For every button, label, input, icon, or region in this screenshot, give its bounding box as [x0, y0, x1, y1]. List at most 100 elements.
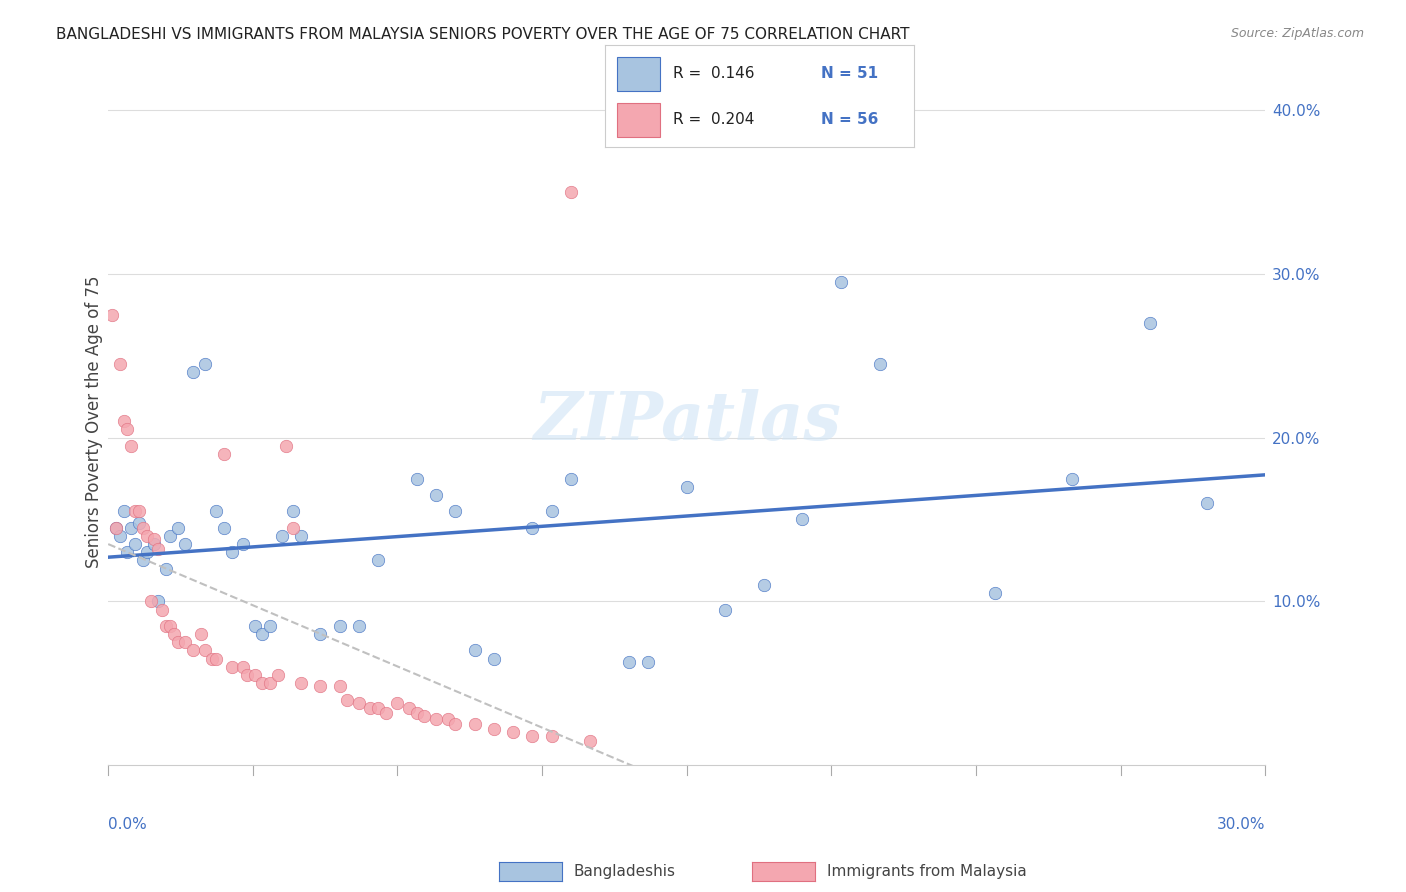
Point [367, 553, 389, 567]
Text: N = 51: N = 51 [821, 66, 879, 81]
Point [675, 480, 697, 494]
Point [367, 700, 389, 714]
Point [148, 541, 170, 556]
Point [194, 357, 217, 371]
Point [166, 521, 188, 535]
Point [101, 308, 124, 322]
Text: BANGLADESHI VS IMMIGRANTS FROM MALAYSIA SENIORS POVERTY OVER THE AGE OF 75 CORRE: BANGLADESHI VS IMMIGRANTS FROM MALAYSIA … [56, 27, 910, 42]
Point [232, 537, 254, 551]
Point [405, 706, 427, 720]
Point [205, 504, 228, 518]
Point [1197, 496, 1219, 510]
Point [120, 439, 142, 453]
Point [540, 504, 562, 518]
Point [283, 504, 305, 518]
Text: Immigrants from Malaysia: Immigrants from Malaysia [827, 864, 1026, 879]
Point [221, 545, 243, 559]
Point [112, 414, 135, 428]
Point [522, 729, 544, 743]
Point [259, 619, 281, 633]
Point [347, 619, 370, 633]
Point [194, 643, 217, 657]
Point [132, 521, 155, 535]
Point [444, 504, 467, 518]
Point [464, 717, 486, 731]
Point [124, 504, 146, 518]
Point [425, 712, 447, 726]
Point [221, 660, 243, 674]
Point [579, 733, 602, 747]
Point [464, 643, 486, 657]
Text: N = 56: N = 56 [821, 112, 879, 127]
Point [1139, 316, 1161, 330]
Point [374, 706, 396, 720]
Point [143, 532, 166, 546]
Point [270, 529, 292, 543]
Point [329, 619, 352, 633]
Text: Source: ZipAtlas.com: Source: ZipAtlas.com [1230, 27, 1364, 40]
Point [159, 619, 181, 633]
Point [190, 627, 212, 641]
Point [205, 651, 228, 665]
Point [869, 357, 891, 371]
Text: Bangladeshis: Bangladeshis [574, 864, 676, 879]
Point [252, 676, 274, 690]
Point [267, 668, 290, 682]
Point [181, 643, 204, 657]
Point [617, 655, 640, 669]
Point [309, 680, 332, 694]
Point [212, 521, 235, 535]
Point [117, 545, 139, 559]
Point [236, 668, 259, 682]
Point [830, 275, 852, 289]
Point [232, 660, 254, 674]
Point [128, 516, 150, 530]
Point [159, 529, 181, 543]
Point [212, 447, 235, 461]
Point [560, 471, 582, 485]
Point [139, 594, 162, 608]
Point [522, 521, 544, 535]
Point [174, 537, 197, 551]
Point [155, 561, 177, 575]
Point [243, 668, 266, 682]
Point [290, 529, 312, 543]
Point [128, 504, 150, 518]
Point [243, 619, 266, 633]
Point [482, 651, 505, 665]
Point [181, 365, 204, 379]
Point [540, 729, 562, 743]
Point [405, 471, 427, 485]
Point [132, 553, 155, 567]
Point [283, 521, 305, 535]
Point [329, 680, 352, 694]
Point [274, 439, 297, 453]
Point [425, 488, 447, 502]
Point [112, 504, 135, 518]
Point [143, 537, 166, 551]
Point [984, 586, 1007, 600]
Point [359, 700, 381, 714]
Text: ZIPatlas: ZIPatlas [533, 389, 841, 454]
Point [752, 578, 775, 592]
FancyBboxPatch shape [617, 103, 661, 137]
Point [148, 594, 170, 608]
Point [347, 696, 370, 710]
Point [482, 722, 505, 736]
Point [387, 696, 409, 710]
Point [117, 422, 139, 436]
Point [714, 602, 737, 616]
FancyBboxPatch shape [617, 57, 661, 91]
Point [502, 725, 524, 739]
Point [120, 521, 142, 535]
Point [166, 635, 188, 649]
Point [259, 676, 281, 690]
Text: 30.0%: 30.0% [1216, 817, 1265, 832]
Text: 0.0%: 0.0% [108, 817, 148, 832]
Point [252, 627, 274, 641]
Point [108, 357, 131, 371]
Point [104, 521, 127, 535]
Point [436, 712, 458, 726]
Point [163, 627, 186, 641]
Point [135, 545, 157, 559]
